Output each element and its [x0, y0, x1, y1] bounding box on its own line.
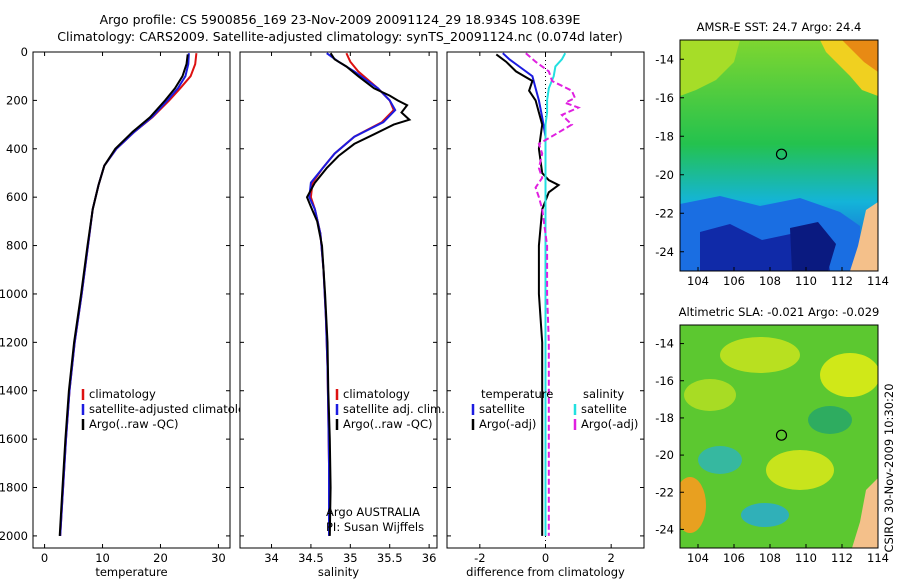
sst-map-xtick-label: 112: [831, 274, 853, 288]
sla-map-xtick-label: 106: [723, 551, 745, 565]
difference-xtick-label: 0: [542, 551, 549, 565]
temperature-xtick-label: 10: [95, 551, 110, 565]
difference-series-salinity-satellite: [544, 52, 567, 536]
sst-map-ytick-label: -20: [655, 168, 674, 182]
difference-xtick-label: -2: [474, 551, 485, 565]
salinity-xtick-label: 34.5: [298, 551, 324, 565]
sst-map: AMSR-E SST: 24.7 Argo: 24.4 104 106 108 110…: [655, 20, 889, 288]
sla-map-ytick-label: -24: [655, 522, 674, 536]
sla-yellow-patch-1: [720, 337, 800, 373]
salinity-series-argo-raw-qc-: [305, 52, 412, 536]
depth-tick-label: 0: [21, 45, 28, 59]
sst-map-xtick-label: 110: [795, 274, 817, 288]
salinity-xtick-label: 34: [264, 551, 279, 565]
salinity-annotation: Argo AUSTRALIA: [326, 505, 420, 519]
sla-land: [852, 478, 878, 548]
temperature-xlabel: temperature: [95, 565, 167, 579]
depth-tick-label: 1600: [0, 432, 28, 446]
sst-map-ytick-label: -24: [655, 245, 674, 259]
sla-map-ytick-label: -22: [655, 485, 674, 499]
depth-tick-label: 1800: [0, 481, 28, 495]
difference-series-salinity-argo-adj-: [525, 52, 581, 536]
difference-legend-label: satellite: [479, 402, 525, 416]
salinity-xtick-label: 35.5: [377, 551, 403, 565]
sst-map-xtick-label: 104: [687, 274, 709, 288]
sst-map-ytick-label: -18: [655, 129, 674, 143]
salinity-legend-label: climatology: [343, 387, 410, 401]
temperature-panel: 0 200 400 600 800 1000 1200 1400 1600 1800 2000 0 10…: [0, 45, 259, 579]
difference-series-temperature-satellite: [502, 52, 547, 536]
temperature-xtick-label: 20: [153, 551, 168, 565]
salinity-frame: [239, 51, 438, 549]
temperature-legend-label: satellite-adjusted climatology: [89, 402, 259, 416]
difference-series-temperature-argo-adj-: [495, 53, 561, 536]
sla-map: Altimetric SLA: -0.021 Argo: -0.029 104 1…: [655, 305, 889, 565]
sla-map-ytick-label: -14: [655, 337, 674, 351]
sst-map-ytick-label: -14: [655, 52, 674, 66]
sla-yellow-patch-2: [820, 353, 878, 397]
sst-map-ytick-label: -16: [655, 91, 674, 105]
depth-tick-label: 800: [6, 239, 28, 253]
depth-tick-label: 1000: [0, 287, 28, 301]
depth-tick-label: 200: [6, 93, 28, 107]
sst-map-xtick-label: 108: [759, 274, 781, 288]
sst-darkest-patch: [790, 222, 836, 271]
difference-legend-heading: temperature: [481, 387, 553, 401]
salinity-annotation: PI: Susan Wijffels: [326, 520, 424, 534]
temperature-legend-label: climatology: [89, 387, 156, 401]
depth-tick-label: 600: [6, 190, 28, 204]
sla-map-xtick-label: 112: [831, 551, 853, 565]
sst-map-xtick-label: 106: [723, 274, 745, 288]
salinity-legend-label: Argo(..raw -QC): [343, 417, 433, 431]
difference-legend-label: satellite: [581, 402, 627, 416]
difference-xtick-label: 2: [608, 551, 615, 565]
salinity-xtick-label: 35: [343, 551, 358, 565]
temperature-legend-label: Argo(..raw -QC): [89, 417, 179, 431]
header-line-2: Climatology: CARS2009. Satellite-adjuste…: [57, 29, 623, 44]
sla-map-title: Altimetric SLA: -0.021 Argo: -0.029: [679, 305, 880, 319]
header-line-1: Argo profile: CS 5900856_169 23-Nov-2009…: [99, 12, 581, 27]
sla-map-xtick-label: 110: [795, 551, 817, 565]
sla-green-patch: [808, 406, 852, 434]
sst-map-xtick-label: 114: [867, 274, 889, 288]
side-stamp: CSIRO 30-Nov-2009 10:30:20: [882, 383, 896, 552]
sla-map-xtick-label: 114: [867, 551, 889, 565]
salinity-panel: 34 34.5 35 35.5 36 salinity climatologysatelli…: [239, 51, 445, 579]
difference-legend-heading: salinity: [583, 387, 624, 401]
sst-argo-marker: [775, 148, 788, 160]
difference-legend-label: Argo(-adj): [479, 417, 536, 431]
sla-map-ytick-label: -18: [655, 411, 674, 425]
sst-land: [850, 202, 878, 271]
sst-hot-patch: [842, 40, 878, 72]
sla-map-xtick-label: 104: [687, 551, 709, 565]
sla-map-xtick-label: 108: [759, 551, 781, 565]
difference-xlabel: difference from climatology: [466, 565, 625, 579]
temperature-xtick-label: 30: [211, 551, 226, 565]
sla-cyan-patch-2: [741, 503, 789, 527]
depth-tick-label: 1200: [0, 335, 28, 349]
salinity-xtick-label: 36: [422, 551, 437, 565]
sst-map-frame: [679, 39, 879, 272]
sst-map-ytick-label: -22: [655, 206, 674, 220]
sla-yellow-patch-4: [766, 450, 834, 490]
sla-yellow-patch-3: [684, 379, 736, 411]
sla-argo-marker: [775, 429, 788, 441]
depth-tick-label: 2000: [0, 529, 28, 543]
sla-map-ytick-label: -20: [655, 448, 674, 462]
salinity-legend-label: satellite adj. clim.: [343, 402, 445, 416]
sla-orange-patch: [680, 477, 706, 533]
temperature-xtick-label: 0: [41, 551, 48, 565]
salinity-xlabel: salinity: [318, 565, 359, 579]
sla-cyan-patch-1: [698, 446, 742, 474]
difference-legend-label: Argo(-adj): [581, 417, 638, 431]
depth-tick-label: 1400: [0, 384, 28, 398]
temperature-series-argo-raw-qc-: [58, 54, 189, 536]
depth-tick-label: 400: [6, 142, 28, 156]
sla-map-frame: [679, 324, 879, 549]
sst-map-title: AMSR-E SST: 24.7 Argo: 24.4: [697, 20, 862, 34]
sst-yellowgreen-patch: [680, 40, 740, 96]
sla-map-ytick-label: -16: [655, 374, 674, 388]
